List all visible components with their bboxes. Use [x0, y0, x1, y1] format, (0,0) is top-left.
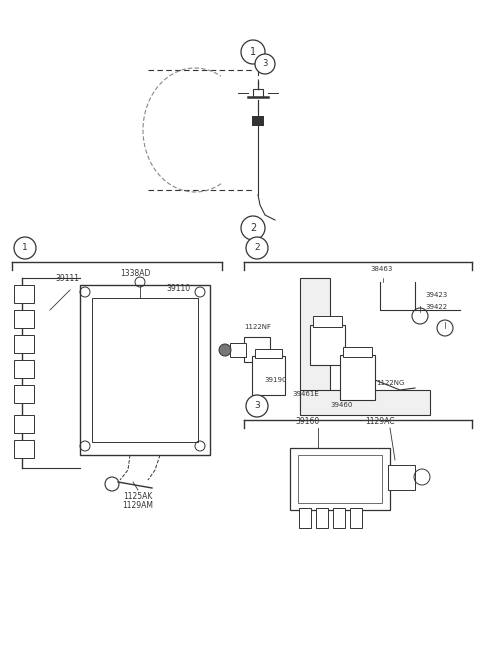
Bar [230, 343, 246, 357]
Text: 1122NG: 1122NG [376, 380, 404, 386]
Ellipse shape [246, 237, 268, 259]
Text: 1125AK: 1125AK [123, 492, 153, 501]
Ellipse shape [14, 237, 36, 259]
Bar [300, 390, 430, 415]
Bar [313, 316, 342, 327]
Bar [340, 355, 375, 400]
Bar [253, 89, 263, 97]
Text: 38463: 38463 [370, 266, 392, 272]
Ellipse shape [241, 216, 265, 240]
Text: 39461E: 39461E [292, 391, 319, 397]
Text: 3: 3 [254, 401, 260, 411]
Bar [14, 360, 34, 378]
Ellipse shape [246, 395, 268, 417]
Bar [14, 310, 34, 328]
Bar [343, 347, 372, 357]
Text: 3: 3 [262, 60, 268, 68]
Bar [350, 508, 362, 528]
Bar [299, 508, 311, 528]
Bar [310, 325, 345, 365]
Bar [388, 465, 415, 490]
Text: 1122NF: 1122NF [244, 324, 271, 330]
Text: 1: 1 [22, 244, 28, 252]
Bar [252, 356, 285, 395]
Text: 39423: 39423 [425, 292, 447, 298]
Bar [244, 337, 270, 362]
Text: 2: 2 [250, 223, 256, 233]
Text: 1338AD: 1338AD [120, 269, 150, 278]
Text: 39190: 39190 [264, 377, 287, 383]
Bar [252, 116, 264, 126]
Bar [80, 285, 210, 455]
Bar [14, 440, 34, 458]
Text: 2: 2 [254, 244, 260, 252]
Text: 1: 1 [250, 47, 256, 57]
Text: 39422: 39422 [425, 304, 447, 310]
Bar [255, 349, 282, 358]
Bar [300, 278, 330, 410]
Text: 39110: 39110 [166, 284, 190, 293]
Text: 1129AC: 1129AC [365, 417, 395, 426]
Text: 39111: 39111 [55, 274, 79, 283]
Bar [14, 385, 34, 403]
Bar [14, 285, 34, 303]
Ellipse shape [255, 54, 275, 74]
Text: 39160: 39160 [295, 417, 319, 426]
Bar [316, 508, 328, 528]
Bar [92, 298, 198, 442]
Ellipse shape [219, 344, 231, 356]
Ellipse shape [241, 40, 265, 64]
Bar [14, 335, 34, 353]
Bar [333, 508, 345, 528]
Bar [14, 415, 34, 433]
Bar [298, 455, 382, 503]
Text: 1129AM: 1129AM [122, 501, 154, 510]
Bar [290, 448, 390, 510]
Text: 39460: 39460 [330, 402, 352, 408]
